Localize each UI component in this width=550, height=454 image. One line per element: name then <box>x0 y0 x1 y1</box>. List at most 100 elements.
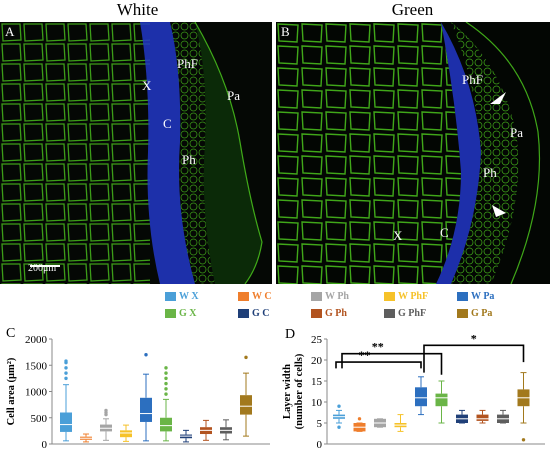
legend-swatch <box>457 308 468 318</box>
label-a-phf: PhF <box>177 56 198 71</box>
outlier-point <box>64 366 68 370</box>
label-a-x: X <box>142 78 152 93</box>
legend-label: W PhF <box>398 290 429 302</box>
legend-item: W Pa <box>457 289 515 303</box>
box <box>476 414 489 421</box>
legend-item: W PhF <box>384 289 442 303</box>
box-w-pa <box>140 353 152 442</box>
legend-label: W X <box>179 290 199 302</box>
box-g-x <box>160 366 172 442</box>
box-w-ph <box>100 408 112 441</box>
y-axis-label: Layer width <box>282 364 293 419</box>
y-tick-label: 1500 <box>25 360 48 372</box>
outlier-point <box>164 381 168 386</box>
micrograph-green <box>276 22 550 284</box>
box-g-c <box>180 429 192 443</box>
label-b-c: C <box>440 225 449 240</box>
outlier-point <box>64 376 68 381</box>
legend-item: G X <box>165 306 223 320</box>
legend-label: G X <box>179 307 197 319</box>
y-tick-label: 1000 <box>25 387 48 399</box>
legend-label: W Pa <box>471 290 495 302</box>
y-tick-label: 500 <box>31 413 48 425</box>
label-b-x: X <box>393 228 403 243</box>
legend-label: G Ph <box>325 307 347 319</box>
panel-b-letter: B <box>281 24 290 39</box>
outlier-point <box>521 438 526 442</box>
box <box>240 395 252 415</box>
box-w-c <box>80 433 92 443</box>
scale-bar <box>30 265 60 267</box>
label-b-phf: PhF <box>462 72 483 87</box>
label-b-ph: Ph <box>483 165 497 180</box>
significance-label: * <box>471 331 477 345</box>
box-w-phf <box>394 414 407 432</box>
y-tick-label: 2000 <box>25 334 48 346</box>
box <box>120 430 132 438</box>
outlier-point <box>357 417 362 421</box>
box-w-x <box>333 404 345 429</box>
legend-swatch <box>165 308 176 318</box>
y-tick-label: 25 <box>311 334 323 346</box>
bracket-line <box>423 344 525 373</box>
legend-item: W C <box>238 289 296 303</box>
legend-swatch <box>311 308 322 318</box>
y-tick-label: 5 <box>317 418 323 430</box>
y-axis-label: (number of cells) <box>294 353 305 429</box>
outlier-point <box>337 404 341 408</box>
box-g-ph <box>476 409 489 424</box>
y-tick-label: 0 <box>317 439 323 451</box>
outlier-point <box>144 353 148 357</box>
bracket-line <box>335 361 422 369</box>
label-a-c: C <box>163 116 172 131</box>
label-a-ph: Ph <box>182 152 196 167</box>
box-w-c <box>353 417 366 432</box>
title-green: Green <box>391 0 434 19</box>
micrograph-white <box>0 22 272 284</box>
box-g-phf <box>220 419 232 441</box>
outlier-point <box>164 387 168 391</box>
scale-label: 200μm <box>28 263 57 274</box>
y-tick-label: 15 <box>311 376 323 388</box>
legend: W X W C W Ph W PhF W Pa G X G C G Ph G PhF G Pa <box>165 289 550 320</box>
legend-item: W Ph <box>311 289 369 303</box>
outlier-point <box>244 355 248 360</box>
micrograph-green-image <box>276 22 550 284</box>
significance-label: ** <box>372 340 384 354</box>
outlier-point <box>104 408 108 413</box>
panel-d-letter: D <box>285 327 296 342</box>
box <box>160 417 172 432</box>
legend-label: W Ph <box>325 290 349 302</box>
y-tick-label: 20 <box>311 355 323 367</box>
box <box>140 397 152 422</box>
legend-item: W X <box>165 289 223 303</box>
legend-item: G Pa <box>457 306 515 320</box>
outlier-point <box>164 376 168 381</box>
box-w-pa <box>415 376 427 416</box>
box-g-pa <box>240 355 252 437</box>
outlier-point <box>64 371 68 375</box>
micrograph-white-image <box>0 22 263 284</box>
box-g-x <box>435 380 448 424</box>
box-w-x <box>60 359 72 442</box>
outlier-point <box>164 366 168 370</box>
legend-swatch <box>384 308 395 318</box>
legend-label: G Pa <box>471 307 493 319</box>
outlier-point <box>164 371 168 375</box>
label-b-pa: Pa <box>510 125 523 140</box>
significance-bracket: ** <box>335 348 422 369</box>
arrowhead-icon <box>492 205 506 217</box>
legend-swatch <box>165 291 176 301</box>
box-g-pa <box>517 372 530 442</box>
outlier-point <box>164 392 168 396</box>
title-white: White <box>116 0 159 19</box>
legend-item: G Ph <box>311 306 369 320</box>
legend-swatch <box>384 291 395 301</box>
box <box>435 393 448 407</box>
legend-swatch <box>457 291 468 301</box>
legend-swatch <box>238 308 249 318</box>
box <box>60 412 72 432</box>
legend-label: W C <box>252 290 272 302</box>
arrowhead-icon <box>490 92 506 104</box>
box <box>415 387 427 407</box>
